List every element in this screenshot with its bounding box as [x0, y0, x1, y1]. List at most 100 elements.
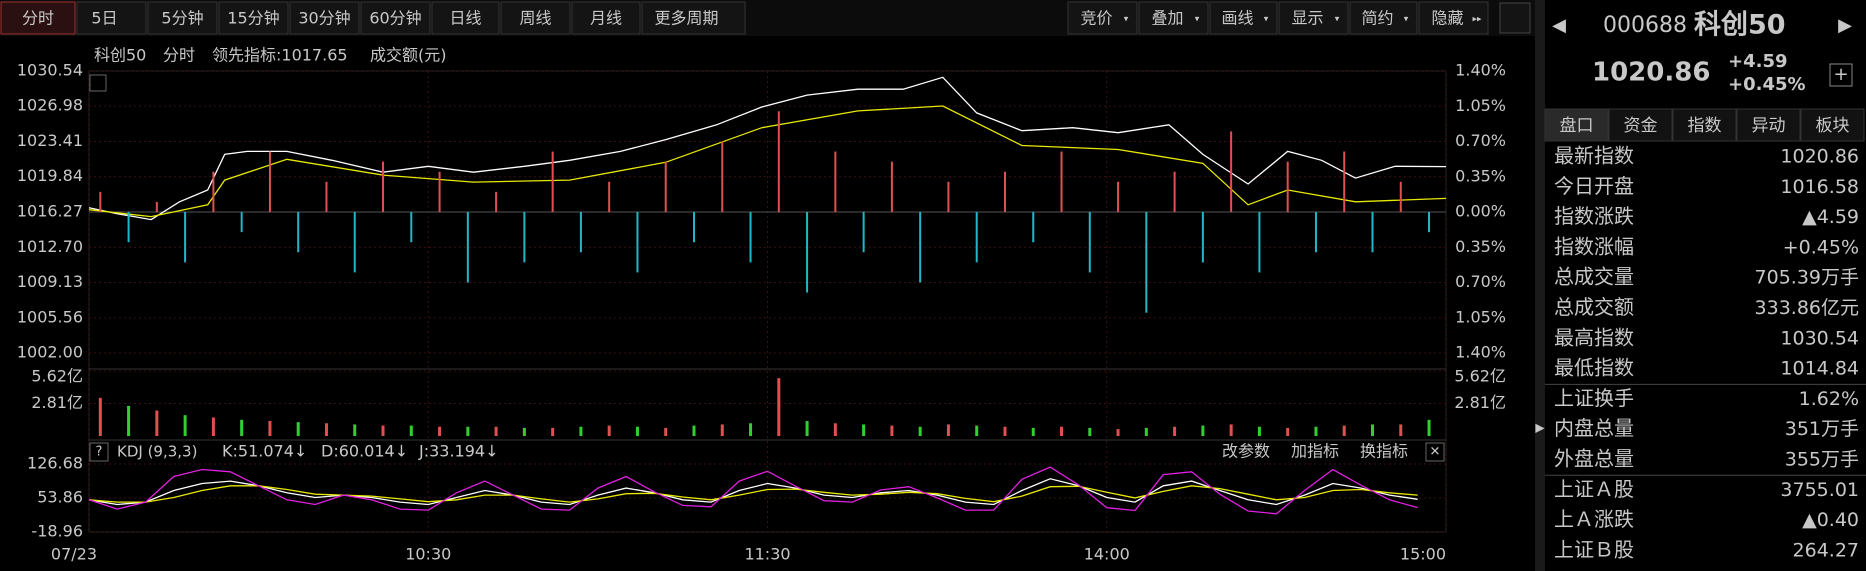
period-tab-label[interactable]: 日线: [449, 9, 481, 28]
tool-label[interactable]: 竞价: [1080, 9, 1112, 28]
quote-label: 总成交量: [1554, 265, 1634, 289]
tool-label[interactable]: 叠加: [1151, 9, 1183, 28]
volume-bar: [551, 427, 555, 436]
volume-bar: [240, 419, 244, 436]
period-tab[interactable]: [147, 1, 218, 35]
quote-label: 指数涨幅: [1554, 234, 1634, 258]
period-tab-label[interactable]: 15分钟: [227, 9, 279, 28]
indicator-bar: [551, 151, 554, 212]
help-button[interactable]: [89, 442, 109, 462]
indicator-menu[interactable]: 改参数: [1222, 442, 1270, 461]
quote-tab-label[interactable]: 指数: [1688, 116, 1722, 136]
period-tab[interactable]: [218, 1, 289, 35]
quote-tab[interactable]: [1672, 108, 1737, 142]
indicator-bar: [325, 181, 328, 212]
quote-label: 上证Ａ股: [1554, 477, 1634, 501]
y-tick-label: 1016.27: [17, 202, 83, 221]
indicator-bar: [1173, 171, 1176, 212]
tool-label[interactable]: 简约: [1361, 9, 1393, 28]
add-button[interactable]: [1829, 63, 1853, 87]
tool-label[interactable]: 画线: [1221, 9, 1253, 28]
indicator-bar: [523, 212, 526, 263]
y-tick-label: 1030.54: [17, 61, 83, 80]
volume-bar: [127, 405, 131, 436]
quote-tab[interactable]: [1800, 108, 1865, 142]
period-tab[interactable]: [0, 1, 76, 35]
indicator-bar: [1201, 212, 1204, 263]
volume-bar: [155, 410, 159, 436]
volume-bar: [183, 415, 187, 436]
tool-button[interactable]: [1209, 1, 1278, 35]
period-tab[interactable]: [431, 1, 500, 35]
quote-value: 333.86亿元: [1755, 297, 1859, 319]
period-tab-label[interactable]: 分时: [22, 9, 54, 28]
series-line: [88, 105, 1447, 218]
period-tab-label[interactable]: 更多周期: [654, 9, 718, 28]
tool-button[interactable]: [1278, 1, 1349, 35]
quote-tab-label[interactable]: 异动: [1752, 116, 1786, 136]
tool-button[interactable]: [1067, 1, 1138, 35]
quote-tab[interactable]: [1608, 108, 1673, 142]
period-tab-label[interactable]: 周线: [519, 9, 551, 28]
tool-button[interactable]: [1418, 1, 1489, 35]
period-tab[interactable]: [76, 1, 147, 35]
volume-bar: [1427, 419, 1431, 436]
quote-value: 355万手: [1785, 449, 1859, 471]
indicator-bar: [777, 111, 780, 212]
period-tab-label[interactable]: 月线: [590, 9, 622, 28]
splitter[interactable]: [1535, 0, 1545, 571]
quote-tab[interactable]: [1736, 108, 1801, 142]
y-tick-label: 1009.13: [17, 272, 83, 291]
period-tab-label[interactable]: 30分钟: [298, 9, 350, 28]
indicator-bar: [1343, 151, 1346, 212]
period-tab-label[interactable]: 60分钟: [369, 9, 421, 28]
indicator-bar: [862, 212, 865, 253]
volume-bar: [720, 424, 724, 436]
y-tick-label: 1023.41: [17, 131, 83, 150]
quote-value: +0.45%: [1783, 236, 1859, 258]
legend-entry: D:60.014↓: [321, 442, 408, 461]
quote-value: ▲4.59: [1802, 206, 1859, 228]
indicator-bar: [919, 212, 922, 283]
tool-label[interactable]: 隐藏: [1431, 9, 1463, 28]
quote-label: 上证Ｂ股: [1554, 537, 1634, 561]
quote-tab[interactable]: [1544, 108, 1609, 142]
quote-tab-label[interactable]: 资金: [1624, 116, 1658, 136]
tool-button[interactable]: [1138, 1, 1209, 35]
period-tab[interactable]: [289, 1, 360, 35]
close-button[interactable]: [1425, 442, 1445, 462]
zoom-button[interactable]: [89, 74, 107, 92]
fullscreen-button[interactable]: [1499, 2, 1531, 34]
period-tab[interactable]: [641, 1, 746, 35]
quote-tab-label[interactable]: 板块: [1816, 116, 1850, 136]
period-tab-label[interactable]: 5分钟: [161, 9, 203, 28]
tool-button[interactable]: [1349, 1, 1418, 35]
indicator-bar: [947, 181, 950, 212]
indicator-bar: [1371, 212, 1374, 253]
volume-bar: [1342, 425, 1346, 436]
period-tab[interactable]: [571, 1, 641, 35]
period-tab[interactable]: [500, 1, 571, 35]
indicator-bar: [466, 212, 469, 283]
indicator-bar: [495, 191, 498, 212]
quote-value: 1.62%: [1799, 388, 1859, 410]
tool-label[interactable]: 显示: [1291, 9, 1323, 28]
quote-label: 内盘总量: [1554, 416, 1634, 440]
collapse-arrow[interactable]: ▶: [1535, 421, 1545, 435]
volume-bar: [918, 426, 922, 436]
volume-bar: [438, 426, 442, 436]
y2-tick-label: 0.35%: [1455, 237, 1506, 256]
period-tab[interactable]: [360, 1, 431, 35]
next-arrow[interactable]: ▶: [1838, 15, 1852, 36]
x-tick-label: 11:30: [744, 545, 790, 564]
volume-bar: [98, 397, 102, 436]
series-line: [88, 478, 1418, 506]
volume-bar: [1116, 429, 1120, 436]
quote-tab-label[interactable]: 盘口: [1560, 116, 1594, 136]
period-tab-label[interactable]: 5日: [91, 9, 117, 28]
indicator-menu[interactable]: 换指标: [1360, 442, 1408, 461]
indicator-bar: [1032, 212, 1035, 243]
indicator-menu[interactable]: 加指标: [1291, 442, 1339, 461]
prev-arrow[interactable]: ◀: [1552, 15, 1566, 36]
